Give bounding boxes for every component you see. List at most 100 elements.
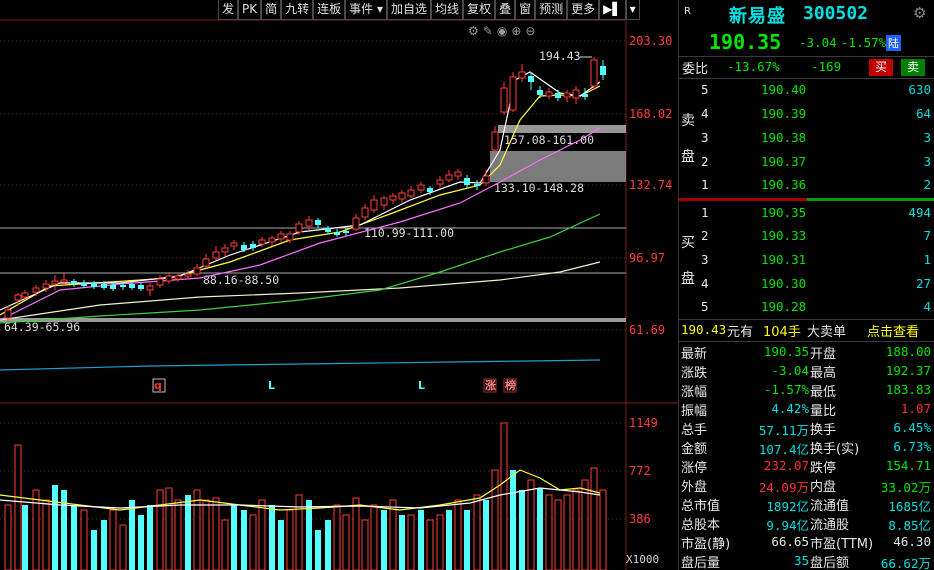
draw-pen-icon[interactable]: ✎ [482, 24, 493, 38]
stat-label: 量比 [810, 404, 837, 419]
stat-label: 最低 [810, 385, 837, 400]
stats-row: 最新 190.35 开盘 188.00 [679, 343, 934, 362]
zoom-out-icon[interactable]: ⊖ [525, 24, 536, 38]
stock-code: 300502 [803, 3, 869, 24]
ask-row-2: 2 190.37 3 [679, 154, 934, 173]
buy-side-label-1: 买 [681, 235, 695, 251]
toolbar-pk-button[interactable]: PK [238, 0, 262, 20]
ma-line-green [0, 213, 601, 324]
price-axis-label: 96.97 [629, 251, 665, 265]
weibi-label: 委比 [682, 62, 709, 77]
market-connect-badge: 陆 [886, 35, 901, 51]
volume-bar [325, 520, 331, 570]
volume-bar [563, 494, 571, 570]
volume-bar [426, 519, 434, 570]
candle-body [230, 242, 238, 247]
stats-row: 金额 107.4亿 换手(实) 6.73% [679, 438, 934, 457]
stats-row: 振幅 4.42% 量比 1.07 [679, 400, 934, 419]
eye-icon[interactable]: ◉ [496, 24, 508, 38]
candle-body [352, 217, 360, 230]
gear-icon[interactable]: ⚙ [913, 4, 927, 22]
candle-body [91, 283, 97, 287]
candle-body [590, 59, 598, 87]
volume-bar [590, 467, 598, 570]
bid-row-1: 1 190.35 494 [679, 205, 934, 224]
volume-bar [241, 510, 247, 570]
volume-bar [165, 487, 173, 570]
kline-chart-panel[interactable]: 203.30 168.02 132.74 96.97 61.69 194.43 157.08… [0, 0, 678, 570]
kline-chart[interactable]: 203.30 168.02 132.74 96.97 61.69 194.43 157.08… [0, 0, 678, 570]
zone-label: 64.39-65.96 [4, 320, 80, 334]
toolbar-forecast-button[interactable]: 预测 [535, 0, 568, 20]
toolbar-jian-button[interactable]: 简 [261, 0, 282, 20]
ask-price: 190.37 [761, 154, 807, 169]
sell-button[interactable]: 卖 [901, 59, 925, 76]
candle-body [407, 189, 415, 197]
ask-price: 190.40 [761, 82, 807, 97]
bid-level: 5 [701, 299, 709, 314]
volume-bar [258, 499, 266, 570]
toolbar-more-button[interactable]: 更多 [567, 0, 600, 20]
candle-body [427, 188, 433, 192]
volume-bar [464, 510, 470, 570]
stats-row: 涨幅 -1.57% 最低 183.83 [679, 381, 934, 400]
candle-body [398, 192, 406, 200]
volume-bar [212, 497, 220, 570]
candle-body [445, 174, 453, 181]
candle-body [101, 284, 107, 288]
stat-value: 33.02万 [880, 480, 931, 495]
candle-body [315, 220, 321, 225]
stat-label: 金额 [681, 442, 708, 457]
buy-button[interactable]: 买 [869, 59, 893, 76]
zone-label: 88.16-88.50 [203, 273, 279, 287]
volume-bar [407, 514, 415, 570]
toolbar-jiuzhuan-button[interactable]: 九转 [281, 0, 314, 20]
toolbar-window-button[interactable]: 窗 [515, 0, 536, 20]
ask-level: 2 [701, 154, 709, 169]
toolbar-ma-button[interactable]: 均线 [431, 0, 464, 20]
bid-level: 2 [701, 228, 709, 243]
volume-bar [185, 495, 191, 570]
stat-value: 24.09万 [758, 480, 809, 495]
candle-body [370, 199, 378, 211]
bid-volume: 1 [923, 252, 931, 267]
toolbar-overlay-button[interactable]: 叠 [495, 0, 516, 20]
candle-body [334, 232, 340, 235]
volume-bar [4, 504, 12, 570]
candle-body [71, 281, 77, 284]
stats-row: 总手 57.11万 换手 6.45% [679, 419, 934, 438]
volume-bar [361, 519, 369, 570]
expand-panel-icon[interactable]: ▶▌ [599, 0, 626, 20]
candle-body [380, 197, 388, 206]
zoom-in-icon[interactable]: ⊕ [511, 24, 522, 38]
toolbar-menu-icon[interactable]: ▾ [625, 0, 640, 20]
bid-price: 190.30 [761, 276, 807, 291]
price-change-pct: -1.57% [841, 35, 887, 50]
volume-bar [436, 514, 444, 570]
candle-body [202, 258, 210, 267]
candle-body [268, 237, 276, 243]
candle-body [221, 247, 229, 253]
big-order-view-link[interactable]: 点击查看 [867, 325, 920, 340]
event-marker: q [154, 379, 162, 392]
toolbar-events-button[interactable]: 事件 ▾ [345, 0, 388, 20]
ask-price: 190.39 [761, 106, 807, 121]
toolbar-add-watchlist-button[interactable]: 加自选 [387, 0, 432, 20]
volume-axis-label: 772 [629, 464, 651, 478]
ask-level: 4 [701, 106, 709, 121]
volume-bar [483, 500, 489, 570]
toolbar-fa-button[interactable]: 发 [218, 0, 239, 20]
settings-icon[interactable]: ⚙ [468, 24, 479, 38]
candle-body [464, 178, 470, 185]
ask-price: 190.38 [761, 130, 807, 145]
last-price: 190.35 [709, 30, 782, 54]
ask-row-1: 1 190.36 2 [679, 177, 934, 196]
candle-body [277, 233, 285, 240]
candle-body [42, 283, 50, 289]
toolbar-lianban-button[interactable]: 连板 [313, 0, 346, 20]
weibi-pct: -13.67% [727, 59, 780, 74]
volume-bar [306, 500, 312, 570]
bid-volume: 7 [923, 228, 931, 243]
big-order-label: 大卖单 [807, 325, 847, 340]
toolbar-adjust-button[interactable]: 复权 [463, 0, 496, 20]
